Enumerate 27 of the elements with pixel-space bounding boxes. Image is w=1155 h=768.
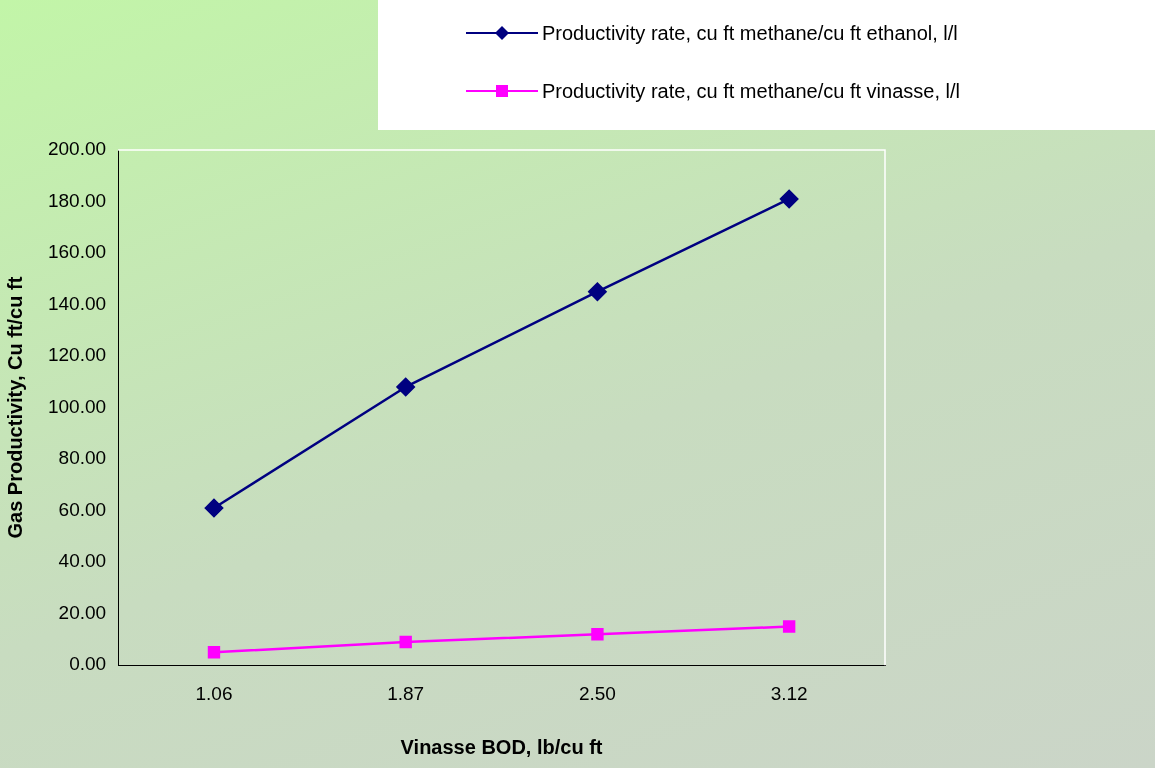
y-tick-label: 80.00 xyxy=(58,447,107,469)
point xyxy=(588,282,607,301)
y-axis-title: Gas Productivity, Cu ft/cu ft xyxy=(3,276,26,539)
y-tick-label: 0.00 xyxy=(69,653,107,675)
y-tick-label: 40.00 xyxy=(58,550,107,572)
point xyxy=(396,377,415,397)
legend-label: Productivity rate, cu ft methane/cu ft vinasse, l/l xyxy=(542,79,960,103)
legend-label: Productivity rate, cu ft methane/cu ft ethanol, l/l xyxy=(542,21,958,45)
y-tick-label: 100.00 xyxy=(47,395,107,417)
x-axis-title: Vinasse BOD, lb/cu ft xyxy=(400,735,603,758)
y-tick-label: 140.00 xyxy=(47,292,107,314)
y-tick-label: 60.00 xyxy=(58,498,107,520)
x-tick-label: 3.12 xyxy=(770,682,808,704)
y-tick-label: 180.00 xyxy=(47,189,107,211)
y-tick-label: 200.00 xyxy=(47,138,107,160)
point xyxy=(779,189,799,209)
y-tick-label: 120.00 xyxy=(47,344,107,366)
point xyxy=(204,498,224,518)
point xyxy=(782,620,796,633)
x-tick-label: 1.87 xyxy=(387,682,425,704)
point xyxy=(399,635,412,649)
point xyxy=(207,646,221,659)
x-tick-label: 2.50 xyxy=(578,682,616,704)
point xyxy=(591,628,604,641)
y-tick-label: 160.00 xyxy=(47,241,107,263)
y-tick-label: 20.00 xyxy=(58,601,107,623)
x-tick-label: 1.06 xyxy=(195,682,233,704)
